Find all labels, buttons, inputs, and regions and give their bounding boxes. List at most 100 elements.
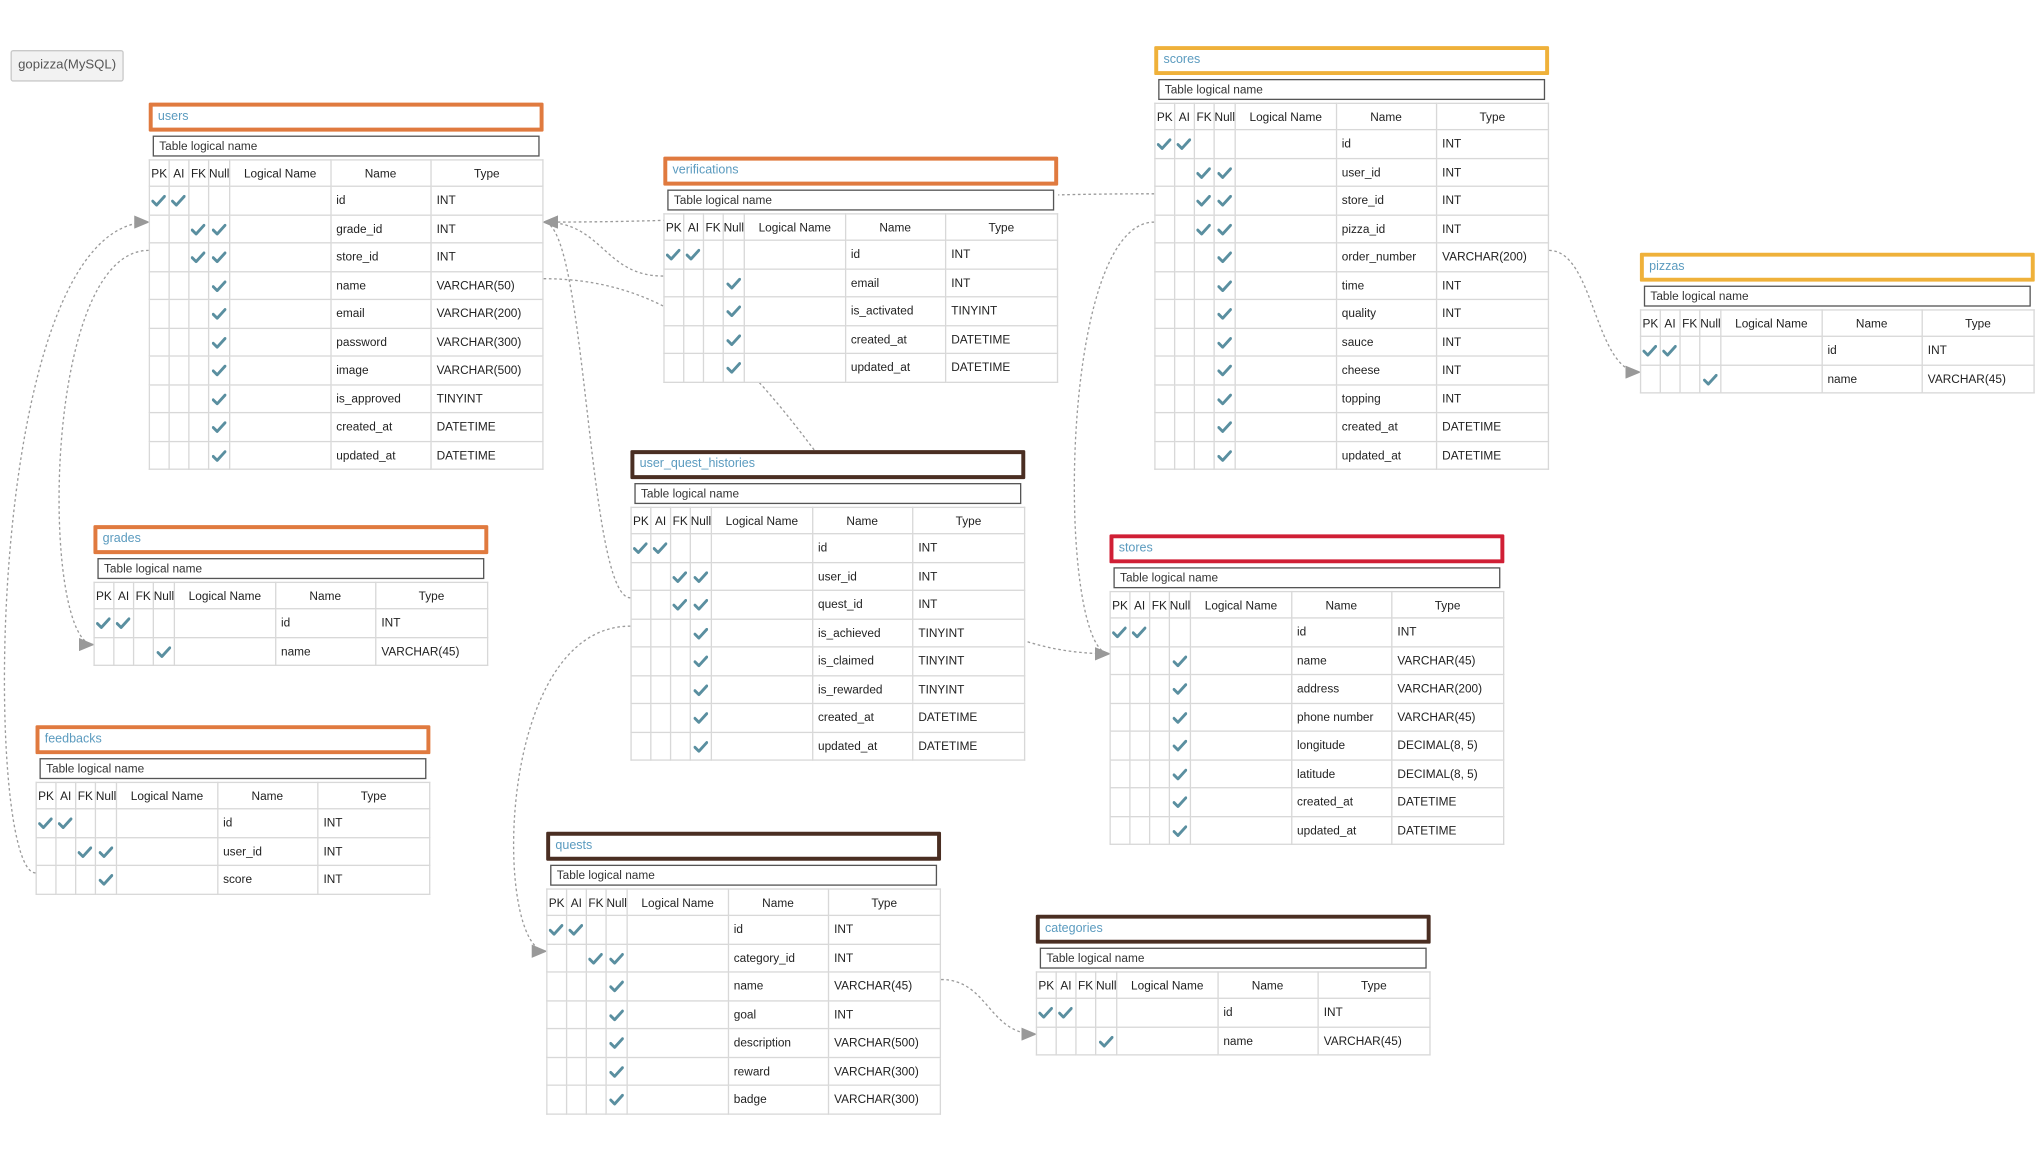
pk-cell[interactable]	[148, 270, 170, 301]
ai-cell[interactable]	[113, 636, 135, 666]
column-name-cell[interactable]: is_achieved	[811, 617, 914, 648]
logical-name-cell[interactable]	[743, 239, 846, 270]
column-name-cell[interactable]: id	[811, 533, 914, 563]
fk-cell[interactable]	[669, 561, 691, 591]
fk-cell[interactable]	[188, 355, 210, 385]
ai-cell[interactable]	[168, 185, 190, 216]
table-row[interactable]: is_claimed TINYINT	[630, 646, 1026, 676]
ai-cell[interactable]	[168, 383, 190, 414]
ai-cell[interactable]	[168, 327, 190, 357]
fk-cell[interactable]	[74, 836, 96, 866]
null-cell[interactable]	[689, 731, 713, 761]
table-logical-name-input[interactable]: Table logical name	[550, 864, 938, 886]
null-cell[interactable]	[722, 324, 746, 355]
column-type-cell[interactable]: DECIMAL(8, 5)	[1390, 758, 1505, 789]
ai-cell[interactable]	[113, 608, 135, 638]
fk-cell[interactable]	[1193, 440, 1215, 470]
column-name-cell[interactable]: quality	[1335, 298, 1437, 329]
pk-cell[interactable]	[546, 1027, 568, 1058]
pk-cell[interactable]	[1109, 645, 1131, 676]
pk-cell[interactable]	[1109, 815, 1131, 845]
logical-name-cell[interactable]	[174, 608, 276, 638]
fk-cell[interactable]	[188, 185, 210, 216]
pk-cell[interactable]	[148, 383, 170, 414]
fk-cell[interactable]	[1193, 411, 1215, 442]
column-name-cell[interactable]: created_at	[811, 702, 914, 733]
column-type-cell[interactable]: DATETIME	[944, 352, 1059, 383]
column-type-cell[interactable]: INT	[911, 589, 1026, 620]
column-type-cell[interactable]: TINYINT	[430, 383, 544, 414]
pk-cell[interactable]	[1109, 617, 1131, 647]
pk-cell[interactable]	[148, 327, 170, 357]
null-cell[interactable]	[689, 561, 713, 591]
ai-cell[interactable]	[682, 239, 704, 270]
table-row[interactable]: score INT	[35, 864, 431, 895]
null-cell[interactable]	[207, 242, 231, 272]
column-type-cell[interactable]: INT	[944, 267, 1059, 298]
column-type-cell[interactable]: VARCHAR(300)	[827, 1056, 942, 1086]
pk-cell[interactable]	[148, 185, 170, 216]
ai-cell[interactable]	[168, 270, 190, 301]
relationship-line[interactable]	[941, 978, 1038, 1041]
ai-cell[interactable]	[565, 971, 587, 1001]
table-categories[interactable]: categories Table logical name PK AI FK Null Lo…	[1035, 914, 1431, 1056]
column-type-cell[interactable]: TINYINT	[911, 617, 1026, 648]
table-row[interactable]: is_achieved TINYINT	[630, 617, 1026, 648]
table-row[interactable]: user_id INT	[630, 561, 1026, 591]
pk-cell[interactable]	[35, 836, 57, 866]
ai-cell[interactable]	[650, 674, 672, 705]
logical-name-cell[interactable]	[1234, 298, 1337, 329]
ai-cell[interactable]	[1173, 185, 1195, 216]
null-cell[interactable]	[207, 327, 231, 357]
column-name-cell[interactable]: phone number	[1290, 702, 1393, 732]
fk-cell[interactable]	[585, 943, 607, 973]
pk-cell[interactable]	[1109, 758, 1131, 789]
column-type-cell[interactable]: VARCHAR(45)	[1390, 645, 1505, 676]
table-row[interactable]: email INT	[663, 267, 1059, 298]
column-type-cell[interactable]: INT	[430, 213, 544, 244]
ai-cell[interactable]	[1173, 383, 1195, 414]
ai-cell[interactable]	[650, 617, 672, 648]
table-user-quest-histories[interactable]: user_quest_histories Table logical name PK…	[630, 450, 1026, 761]
null-cell[interactable]	[152, 636, 176, 666]
null-cell[interactable]	[207, 355, 231, 385]
table-scores[interactable]: scores Table logical name PK AI FK Null Logica…	[1154, 46, 1550, 470]
pk-cell[interactable]	[148, 440, 170, 470]
pk-cell[interactable]	[630, 646, 652, 676]
table-name[interactable]: categories	[1035, 914, 1431, 944]
column-type-cell[interactable]: INT	[1390, 617, 1505, 647]
logical-name-cell[interactable]	[229, 440, 332, 470]
column-name-cell[interactable]: id	[1335, 128, 1437, 159]
table-logical-name-input[interactable]: Table logical name	[97, 558, 485, 580]
ai-cell[interactable]	[1055, 1025, 1077, 1056]
logical-name-cell[interactable]	[626, 1056, 729, 1086]
column-type-cell[interactable]: VARCHAR(500)	[827, 1027, 942, 1058]
column-type-cell[interactable]: INT	[316, 864, 431, 895]
table-name[interactable]: quests	[546, 831, 942, 861]
fk-cell[interactable]	[1193, 298, 1215, 329]
table-row[interactable]: email VARCHAR(200)	[148, 298, 544, 329]
pk-cell[interactable]	[630, 533, 652, 563]
fk-cell[interactable]	[702, 296, 724, 326]
null-cell[interactable]	[1213, 411, 1237, 442]
column-name-cell[interactable]: quest_id	[811, 589, 914, 620]
fk-cell[interactable]	[585, 1027, 607, 1058]
ai-cell[interactable]	[682, 267, 704, 298]
table-row[interactable]: longitude DECIMAL(8, 5)	[1109, 730, 1505, 761]
null-cell[interactable]	[689, 617, 713, 648]
column-type-cell[interactable]: INT	[911, 533, 1026, 563]
table-logical-name-input[interactable]: Table logical name	[1039, 947, 1427, 969]
null-cell[interactable]	[1168, 702, 1192, 732]
ai-cell[interactable]	[55, 864, 77, 895]
column-type-cell[interactable]: INT	[1317, 997, 1431, 1028]
null-cell[interactable]	[605, 943, 629, 973]
fk-cell[interactable]	[188, 383, 210, 414]
fk-cell[interactable]	[669, 674, 691, 705]
column-type-cell[interactable]: INT	[1435, 298, 1550, 329]
logical-name-cell[interactable]	[1116, 1025, 1219, 1056]
column-name-cell[interactable]: created_at	[1335, 411, 1437, 442]
null-cell[interactable]	[1168, 730, 1192, 761]
column-name-cell[interactable]: store_id	[1335, 185, 1437, 216]
pk-cell[interactable]	[546, 1056, 568, 1086]
fk-cell[interactable]	[1193, 383, 1215, 414]
